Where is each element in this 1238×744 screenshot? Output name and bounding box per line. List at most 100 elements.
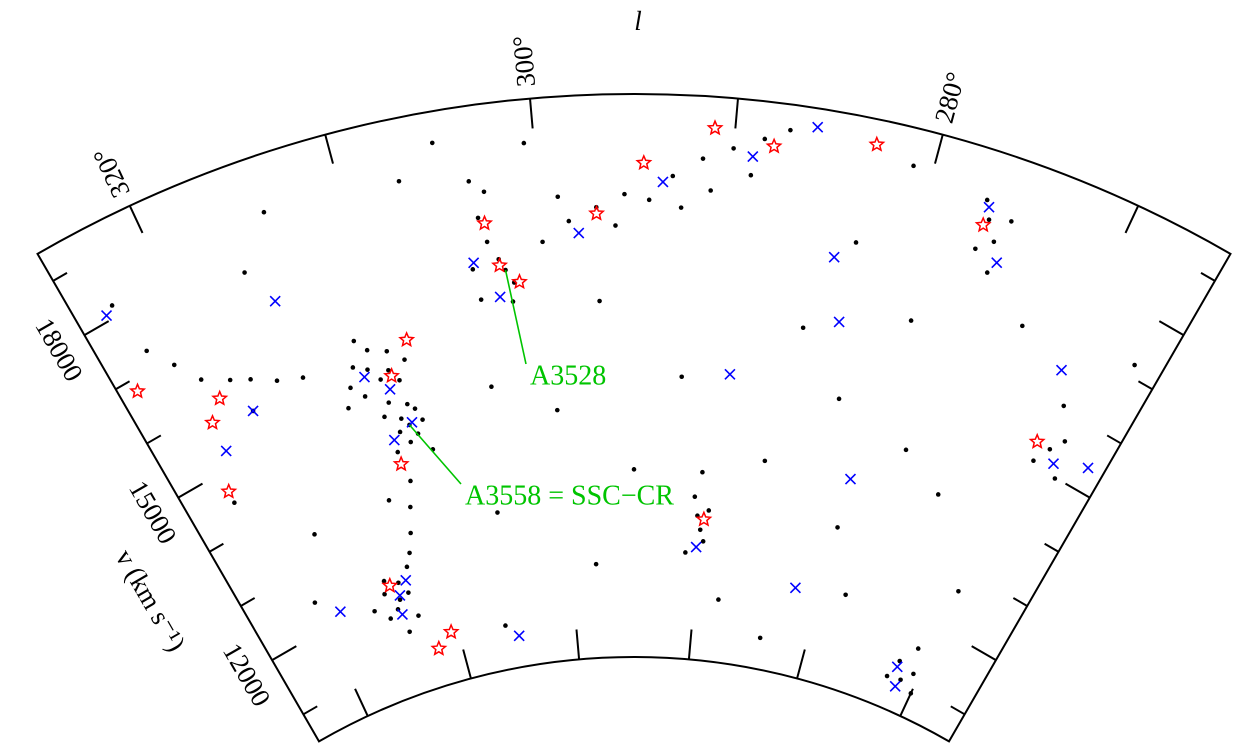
galaxy-dot <box>800 325 806 331</box>
galaxy-dot <box>1020 323 1025 329</box>
galaxy-dot <box>227 377 233 383</box>
galaxy-dot <box>762 136 768 142</box>
galaxy-dot <box>466 179 472 184</box>
star-marker <box>695 510 713 527</box>
galaxy-dot <box>404 564 410 570</box>
galaxy-dot <box>706 508 712 513</box>
galaxy-dot <box>470 267 476 272</box>
galaxy-dot <box>597 298 602 304</box>
x-tick <box>529 98 534 129</box>
cross-marker <box>724 368 736 380</box>
y-tick <box>1137 380 1153 391</box>
galaxy-dot <box>396 580 401 586</box>
galaxy-dot <box>384 349 390 354</box>
galaxy-dot <box>408 478 413 484</box>
galaxy-dot <box>1047 446 1053 452</box>
galaxy-dot <box>908 318 914 323</box>
galaxy-dot <box>843 592 848 598</box>
galaxy-dot <box>555 194 561 200</box>
galaxy-dot <box>399 416 404 421</box>
y-tick <box>1012 597 1028 607</box>
galaxy-dot <box>407 550 412 556</box>
galaxy-dot <box>1061 403 1067 409</box>
star-marker <box>588 204 606 221</box>
cross-marker <box>844 473 857 485</box>
galaxy-dot <box>362 394 368 399</box>
galaxy-dot <box>700 156 706 161</box>
star-marker <box>974 216 992 233</box>
cross-marker <box>400 574 412 586</box>
y-tick <box>146 434 162 445</box>
x-axis-label: l <box>634 6 642 36</box>
y-tick <box>1106 434 1122 445</box>
galaxy-dot <box>408 504 413 510</box>
galaxy-dot <box>232 500 237 506</box>
galaxy-dot <box>396 178 402 184</box>
x-tick <box>687 629 693 660</box>
annotation-line <box>504 269 527 365</box>
galaxy-dot <box>915 646 921 651</box>
star-marker <box>203 413 221 430</box>
cross-marker <box>833 316 845 328</box>
galaxy-dot <box>364 347 370 353</box>
y-tick <box>950 705 966 716</box>
galaxy-dot <box>898 677 903 683</box>
x-tick-label: 320° <box>87 143 136 202</box>
cross-marker <box>396 608 408 620</box>
galaxy-dot <box>708 188 713 193</box>
cross-marker <box>247 405 259 417</box>
galaxy-dot <box>242 270 247 275</box>
cross-marker <box>657 176 669 188</box>
galaxy-dot <box>1132 362 1137 368</box>
cross-marker <box>991 257 1003 269</box>
star-marker <box>868 135 886 152</box>
galaxy-dot <box>762 458 768 464</box>
galaxy-dot <box>382 414 387 420</box>
galaxy-dot <box>853 240 859 245</box>
galaxy-dot <box>388 616 394 621</box>
galaxy-dot <box>481 189 487 195</box>
y-axis-label: v (km s⁻¹) <box>110 544 192 656</box>
galaxy-dot <box>405 401 410 407</box>
x-tick <box>934 134 944 164</box>
y-tick-label: 12000 <box>217 638 277 711</box>
star-marker <box>392 455 410 472</box>
galaxy-dot <box>700 469 705 475</box>
y-tick <box>177 482 203 499</box>
galaxy-dot <box>911 671 916 677</box>
y-tick <box>302 705 318 716</box>
cross-marker <box>388 434 400 446</box>
galaxy-dot <box>911 163 916 169</box>
star-marker <box>398 330 416 348</box>
cross-marker <box>384 383 396 395</box>
star-marker <box>765 137 783 154</box>
star-marker <box>491 256 509 273</box>
galaxy-dot <box>908 691 914 696</box>
galaxy-dot <box>836 396 842 402</box>
annotation: A3528 <box>530 360 606 391</box>
galaxy-dot <box>386 498 392 503</box>
galaxy-dot <box>484 239 490 245</box>
cross-marker <box>812 121 824 133</box>
star-marker <box>383 366 401 384</box>
galaxy-dot <box>884 673 890 679</box>
cross-marker <box>394 589 406 602</box>
galaxy-dot <box>731 146 736 151</box>
galaxy-dot <box>475 215 481 221</box>
galaxy-dot <box>429 140 435 146</box>
galaxy-dot <box>489 384 494 390</box>
galaxy-dot <box>495 510 500 515</box>
star-marker <box>1028 432 1046 449</box>
galaxy-dot <box>697 527 703 533</box>
galaxy-dot <box>935 492 941 497</box>
cross-marker <box>269 295 281 307</box>
galaxy-dot <box>397 597 403 603</box>
star-marker <box>220 482 238 499</box>
y-tick-label: 18000 <box>29 313 89 386</box>
galaxy-dot <box>412 406 418 411</box>
star-marker <box>430 639 448 656</box>
galaxy-dot <box>757 635 763 641</box>
x-tick <box>462 649 472 679</box>
y-tick <box>1200 272 1216 282</box>
wedge-frame <box>36 93 1232 743</box>
